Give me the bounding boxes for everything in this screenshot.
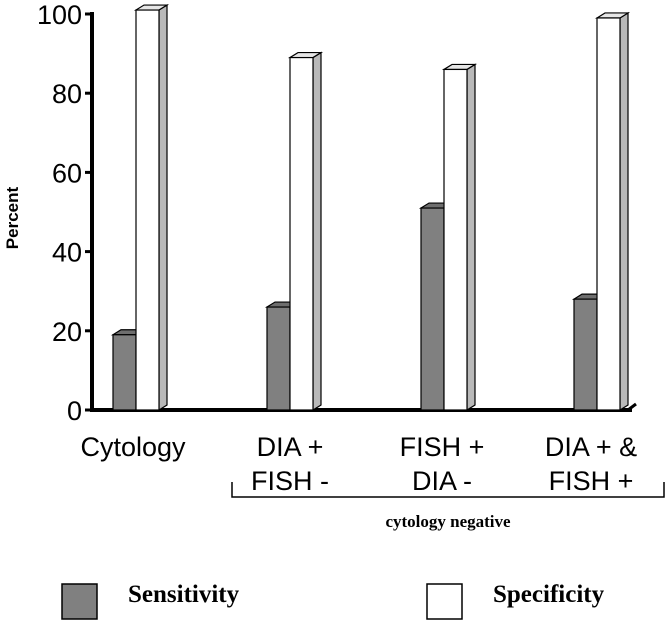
legend-swatch [426, 583, 463, 620]
x-axis-floor-edge [627, 402, 637, 412]
x-tick-label: FISH - [251, 466, 329, 496]
legend-label: Specificity [493, 581, 605, 608]
legend-item-sensitivity: Sensitivity [61, 581, 240, 620]
legend: Sensitivity Specificity [61, 581, 605, 620]
x-tick-label: DIA - [412, 466, 472, 496]
group-bracket [231, 482, 665, 498]
bar-side [466, 63, 476, 412]
chart-axes [90, 12, 637, 412]
y-axis-label: Percent [3, 186, 22, 249]
x-tick-label: DIA + [257, 432, 324, 462]
bars [110, 3, 631, 412]
bar-side [158, 3, 168, 412]
bar-side [619, 11, 629, 412]
x-tick-label: Cytology [80, 432, 186, 462]
bar-front [443, 68, 468, 411]
x-tick-label: DIA + & [545, 432, 637, 462]
bar-front [420, 207, 445, 411]
legend-item-specificity: Specificity [426, 581, 605, 620]
bar-front [289, 56, 314, 411]
legend-swatch [61, 583, 98, 620]
bar-specificity [594, 11, 631, 412]
bar-front [596, 17, 621, 411]
bracket-line [231, 482, 665, 498]
bar-side [312, 51, 322, 412]
y-tick-label: 60 [52, 158, 82, 188]
bar-front [266, 306, 291, 411]
x-tick-labels: Cytology DIA + FISH - FISH + DIA - DIA + & FIS… [80, 432, 637, 496]
bar-front [573, 298, 598, 411]
y-tick-label: 100 [37, 0, 82, 30]
group-label: cytology negative [385, 512, 511, 531]
y-tick-labels: 0 20 40 60 80 100 [37, 0, 92, 426]
y-tick-label: 0 [67, 396, 82, 426]
bar-specificity [441, 63, 478, 412]
x-tick-label: FISH + [549, 466, 634, 496]
bar-specificity [287, 51, 324, 412]
bar-front [112, 334, 137, 411]
y-tick-label: 40 [52, 238, 82, 268]
legend-label: Sensitivity [128, 581, 240, 608]
bar-front [135, 9, 160, 411]
x-tick-label: FISH + [400, 432, 485, 462]
y-tick-label: 80 [52, 79, 82, 109]
bar-specificity [133, 3, 170, 412]
y-tick-label: 20 [52, 317, 82, 347]
